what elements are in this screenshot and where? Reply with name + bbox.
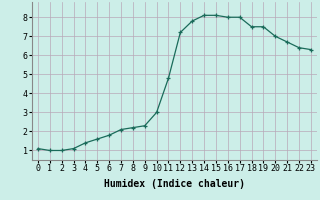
X-axis label: Humidex (Indice chaleur): Humidex (Indice chaleur) [104, 179, 245, 189]
